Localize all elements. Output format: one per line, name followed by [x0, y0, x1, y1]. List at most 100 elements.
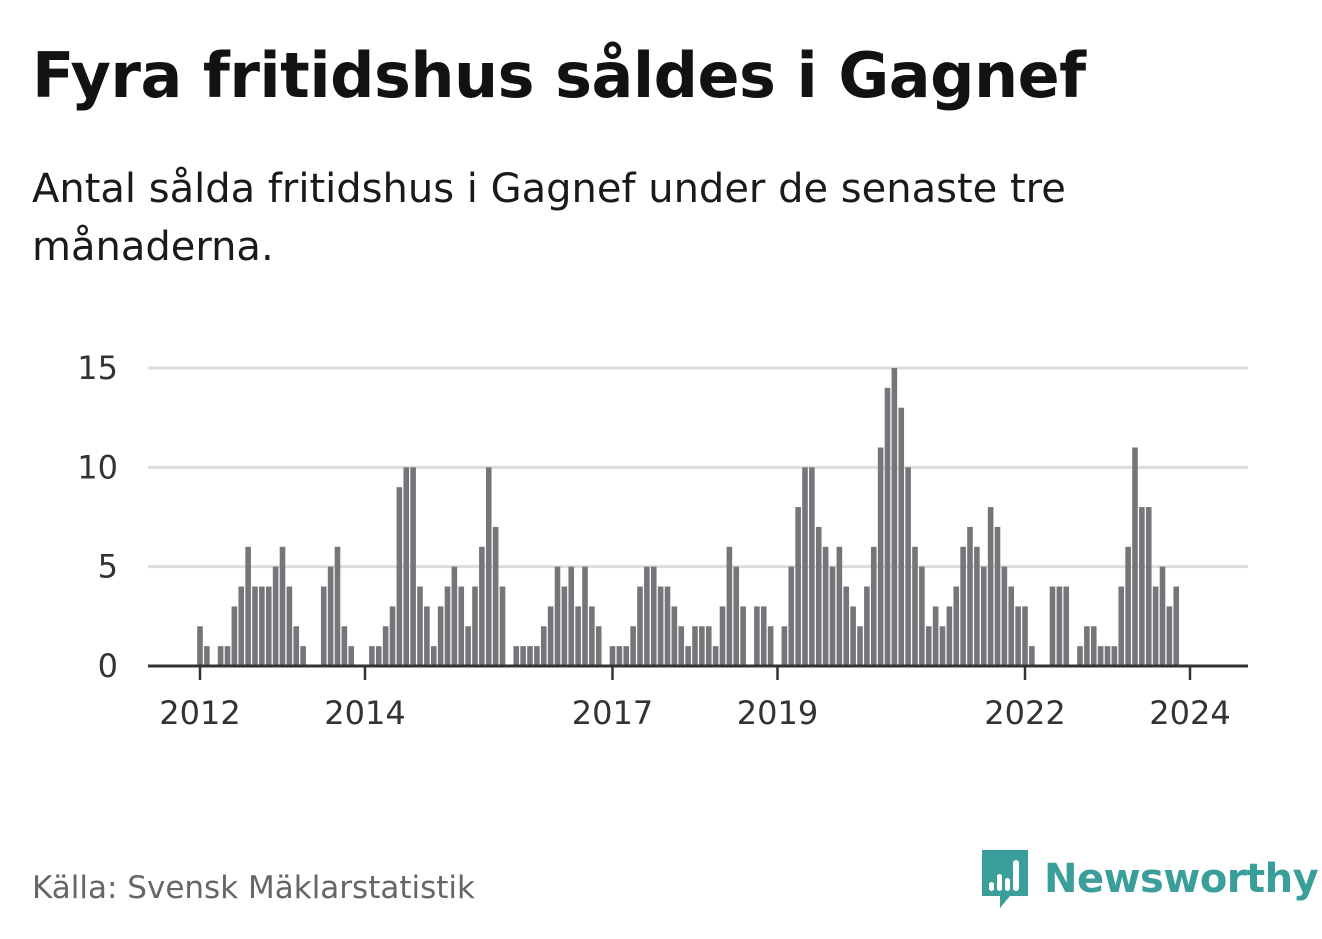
bar [905, 467, 911, 666]
bar [547, 606, 554, 666]
bar [1173, 586, 1180, 666]
bar [1125, 546, 1131, 666]
bar [513, 646, 520, 666]
bar [341, 626, 348, 666]
bar [678, 626, 685, 666]
bar [884, 387, 891, 666]
bar [279, 546, 286, 666]
bar [980, 566, 987, 666]
bar [974, 546, 980, 666]
bar [403, 467, 410, 666]
bar [424, 606, 430, 666]
bar [272, 566, 279, 666]
bar [960, 546, 966, 666]
bar [994, 526, 1001, 666]
bar [836, 546, 843, 666]
bar-chart: 0 5 10 15 2012 2014 2017 2019 2022 2024 4 [77, 330, 1248, 732]
bar [671, 606, 678, 666]
bar [430, 646, 437, 666]
bar [953, 586, 960, 666]
y-axis-ticks: 0 5 10 15 [77, 349, 118, 685]
bar [781, 626, 788, 666]
bar [1049, 586, 1056, 666]
y-tick-label: 10 [77, 448, 118, 486]
x-axis-ticks: 2012 2014 2017 2019 2022 2024 [159, 666, 1231, 732]
bar [595, 626, 602, 666]
bar [1118, 586, 1125, 666]
y-tick-label: 5 [98, 548, 118, 586]
bar [286, 586, 293, 666]
bar [699, 626, 705, 666]
x-tick-label: 2019 [737, 694, 818, 732]
bar [245, 546, 251, 666]
highlight-value-label: 4 [1179, 330, 1201, 339]
x-tick-label: 2017 [572, 694, 653, 732]
x-tick-label: 2024 [1149, 694, 1230, 732]
bar [650, 566, 657, 666]
bar [939, 626, 946, 666]
bar [320, 586, 327, 666]
bars [197, 368, 1180, 666]
bar [224, 646, 231, 666]
bar [898, 407, 905, 666]
bar [850, 606, 856, 666]
bar [499, 586, 506, 666]
bar [1104, 646, 1111, 666]
bar [692, 626, 698, 666]
bar [1166, 606, 1173, 666]
bar [815, 526, 822, 666]
bar [197, 626, 203, 666]
bar [829, 566, 836, 666]
bar [293, 626, 300, 666]
y-tick-label: 0 [98, 647, 118, 685]
bar [1015, 606, 1021, 666]
bar [967, 526, 973, 666]
bar [417, 586, 423, 666]
bar [1159, 566, 1166, 666]
bar [1029, 646, 1035, 666]
chart-subtitle: Antal sålda fritidshus i Gagnef under de… [32, 166, 1066, 270]
bar [637, 586, 643, 666]
bar [589, 606, 595, 666]
bar [520, 646, 526, 666]
bar [809, 467, 815, 666]
bar [554, 566, 561, 666]
bar [575, 606, 581, 666]
bar [705, 626, 712, 666]
bar [795, 507, 801, 666]
bar [788, 566, 795, 666]
bar [1097, 646, 1104, 666]
brand-logo[interactable]: Newsworthy [980, 848, 1319, 910]
bar [1022, 606, 1028, 666]
bar [568, 566, 575, 666]
bar [1139, 507, 1145, 666]
bar [719, 606, 726, 666]
bar [265, 586, 272, 666]
bar [369, 646, 375, 666]
newsworthy-logo-icon [982, 850, 1028, 908]
bar [382, 626, 389, 666]
bar [657, 586, 664, 666]
bar [767, 626, 774, 666]
bar [712, 646, 719, 666]
bar [1132, 447, 1138, 666]
bar [458, 586, 465, 666]
bar [870, 546, 877, 666]
bar [252, 586, 258, 666]
bar [946, 606, 953, 666]
bar [300, 646, 306, 666]
bar [465, 626, 471, 666]
bar [375, 646, 382, 666]
bar [1008, 586, 1015, 666]
bar [760, 606, 767, 666]
bar [334, 546, 341, 666]
x-tick-label: 2012 [159, 694, 240, 732]
bar [754, 606, 760, 666]
bar [644, 566, 650, 666]
bar [451, 566, 458, 666]
bar [396, 487, 403, 666]
bar [1145, 507, 1152, 666]
bar [802, 467, 808, 666]
bar [726, 546, 733, 666]
bar [231, 606, 238, 666]
